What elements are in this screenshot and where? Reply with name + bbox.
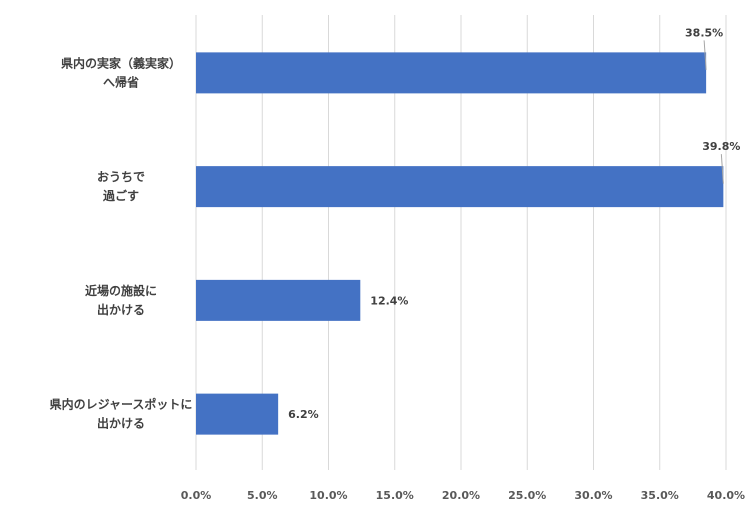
bar bbox=[196, 393, 279, 435]
category-label: 県内のレジャースポットに bbox=[50, 397, 193, 412]
category-label: 近場の施設に bbox=[85, 283, 157, 298]
x-tick-label: 25.0% bbox=[508, 489, 546, 502]
category-label: 県内の実家（義実家） bbox=[61, 55, 181, 70]
bar bbox=[196, 279, 361, 321]
x-tick-label: 0.0% bbox=[181, 489, 212, 502]
data-label: 12.4% bbox=[370, 294, 408, 307]
x-tick-label: 10.0% bbox=[309, 489, 347, 502]
leader-line bbox=[720, 154, 724, 184]
x-tick-label: 20.0% bbox=[442, 489, 480, 502]
x-tick-label: 30.0% bbox=[574, 489, 612, 502]
data-label: 38.5% bbox=[685, 26, 723, 39]
leader-line bbox=[703, 40, 707, 70]
category-label: へ帰省 bbox=[103, 74, 139, 89]
x-tick-label: 40.0% bbox=[707, 489, 745, 502]
category-label: 過ごす bbox=[102, 188, 139, 203]
category-label: 出かける bbox=[97, 416, 145, 431]
x-tick-label: 35.0% bbox=[641, 489, 679, 502]
bar bbox=[196, 166, 724, 208]
category-label: おうちで bbox=[97, 170, 145, 184]
data-label: 6.2% bbox=[288, 408, 319, 421]
x-tick-label: 15.0% bbox=[376, 489, 414, 502]
x-tick-label: 5.0% bbox=[247, 489, 278, 502]
category-label: 出かける bbox=[97, 302, 145, 317]
data-label: 39.8% bbox=[702, 140, 740, 153]
bar bbox=[196, 52, 707, 94]
